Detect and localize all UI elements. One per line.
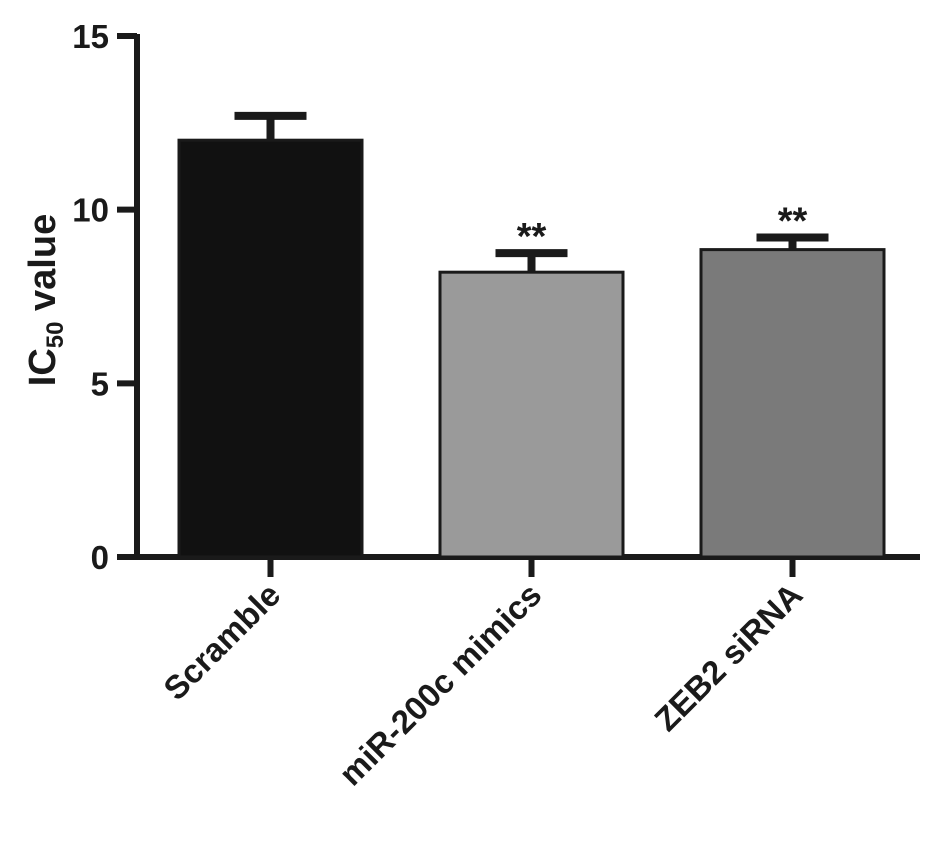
bar <box>177 138 364 559</box>
bar <box>699 248 886 559</box>
y-tick-label: 0 <box>91 539 109 576</box>
y-tick-label: 10 <box>72 192 109 229</box>
y-tick-label: 5 <box>91 365 109 402</box>
bars: ** ** <box>177 111 886 559</box>
y-axis-title: IC50 value <box>22 214 69 386</box>
x-tick-labels: Scramble miR-200c mimics ZEB2 siRNA <box>156 557 809 793</box>
significance-label: ** <box>517 216 547 258</box>
x-tick-label: miR-200c mimics <box>332 576 549 793</box>
y-axis-title-main: IC <box>22 348 64 386</box>
x-tick-label: Scramble <box>156 576 287 707</box>
significance-label: ** <box>778 200 808 242</box>
x-tick-label: ZEB2 siRNA <box>647 576 809 738</box>
y-ticks: 0 5 10 15 <box>72 18 137 576</box>
bar <box>438 270 625 559</box>
y-axis-title-rest: value <box>22 214 64 322</box>
svg-text:IC50 value: IC50 value <box>22 214 69 386</box>
y-tick-label: 15 <box>72 18 109 55</box>
y-axis-title-subscript: 50 <box>42 322 69 349</box>
